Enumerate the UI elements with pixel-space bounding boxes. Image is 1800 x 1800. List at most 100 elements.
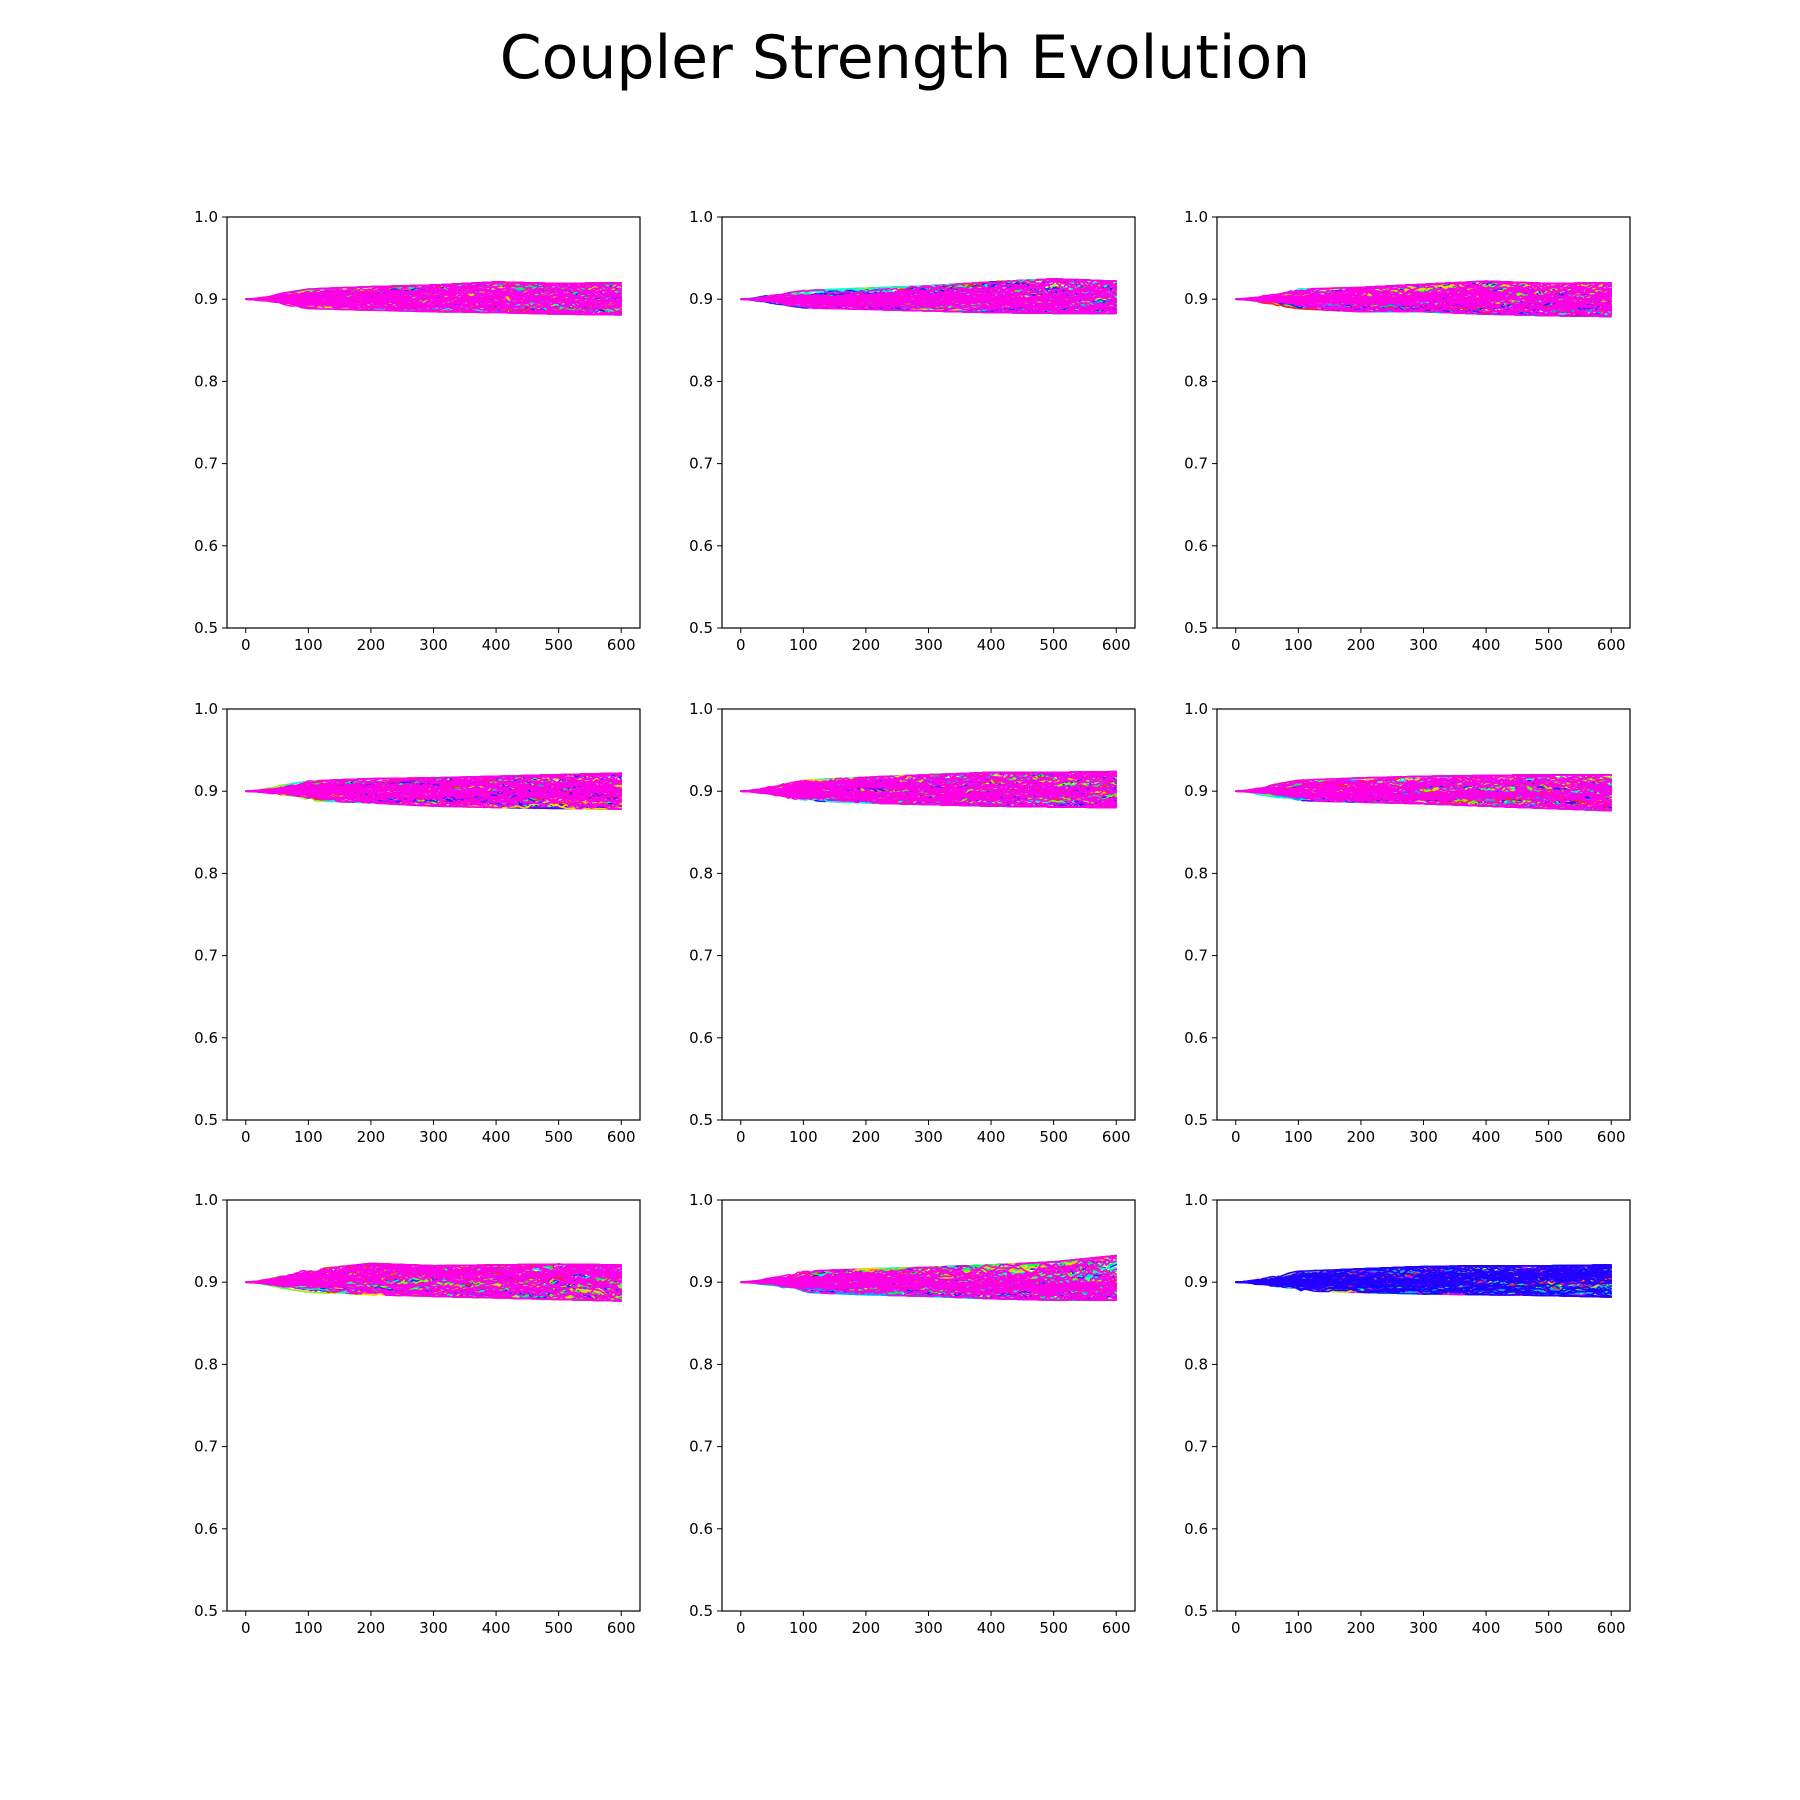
series-group: [739, 1254, 1117, 1301]
series-group: [245, 281, 623, 316]
y-tick-label: 0.8: [689, 1355, 713, 1373]
x-tick-label: 200: [852, 1619, 881, 1637]
y-tick-label: 0.7: [1184, 455, 1208, 473]
y-tick-label: 0.9: [194, 782, 218, 800]
series-group: [245, 772, 623, 811]
y-tick-label: 0.7: [194, 1438, 218, 1456]
x-tick-label: 600: [607, 1128, 636, 1146]
x-tick-label: 600: [607, 1619, 636, 1637]
series-line: [1235, 1264, 1612, 1284]
series-line: [245, 1281, 623, 1302]
series-line: [1235, 776, 1612, 793]
subplot-row1-col1: 0.5 0.6 0.7 0.8 0.9 1.0 0 100 200 300 400 500 600: [194, 208, 641, 654]
subplot-row3-col1: 0.5 0.6 0.7 0.8 0.9 1.0 0 100 200 300 400 500 600: [194, 1191, 641, 1637]
series-line: [739, 785, 1117, 805]
x-tick-label: 200: [1347, 1128, 1376, 1146]
y-tick-label: 0.6: [689, 1029, 713, 1047]
x-tick-label: 200: [357, 1619, 386, 1637]
x-tick-label: 600: [1597, 1128, 1626, 1146]
series-line: [739, 781, 1117, 804]
x-tick-label: 600: [1102, 1128, 1131, 1146]
y-tick-label: 0.9: [1184, 290, 1208, 308]
series-line: [245, 297, 623, 315]
x-tick-label: 100: [294, 1619, 323, 1637]
series-line: [1235, 1277, 1612, 1294]
x-tick-label: 600: [1102, 636, 1131, 654]
x-tick-label: 500: [1534, 636, 1563, 654]
series-line: [245, 1263, 623, 1283]
x-tick-label: 400: [482, 1619, 511, 1637]
x-tick-label: 0: [241, 1128, 251, 1146]
y-tick-label: 0.9: [689, 290, 713, 308]
y-tick-label: 0.5: [689, 1602, 713, 1620]
x-tick-label: 300: [1409, 636, 1438, 654]
x-tick-label: 0: [1231, 636, 1241, 654]
x-tick-label: 600: [607, 636, 636, 654]
series-line: [739, 1270, 1117, 1301]
series-line: [245, 774, 623, 793]
x-tick-label: 100: [294, 1128, 323, 1146]
x-tick-label: 500: [544, 1128, 573, 1146]
y-tick-label: 0.8: [194, 1355, 218, 1373]
series-group: [1235, 1264, 1612, 1298]
series-group: [245, 1262, 623, 1302]
subplot-row3-col2: 0.5 0.6 0.7 0.8 0.9 1.0 0 100 200 300 400 500 600: [689, 1191, 1136, 1637]
y-tick-label: 1.0: [194, 700, 218, 718]
series-line: [739, 289, 1117, 308]
series-line: [1235, 774, 1612, 793]
series-line: [1235, 293, 1612, 310]
y-tick-label: 0.5: [1184, 619, 1208, 637]
y-tick-label: 1.0: [689, 208, 713, 226]
x-tick-label: 500: [544, 1619, 573, 1637]
y-tick-label: 1.0: [194, 1191, 218, 1209]
y-tick-label: 0.6: [194, 1520, 218, 1538]
subplot-row1-col3: 0.5 0.6 0.7 0.8 0.9 1.0 0 100 200 300 400 500 600: [1184, 208, 1631, 654]
figure-title: Coupler Strength Evolution: [500, 23, 1310, 93]
y-tick-label: 0.6: [1184, 1520, 1208, 1538]
x-tick-label: 400: [1472, 636, 1501, 654]
y-tick-label: 0.8: [194, 864, 218, 882]
x-tick-label: 600: [1102, 1619, 1131, 1637]
series-line: [1235, 773, 1612, 793]
x-tick-label: 0: [736, 636, 746, 654]
series-line: [739, 291, 1117, 312]
y-tick-label: 0.9: [1184, 1273, 1208, 1291]
series-line: [245, 1278, 623, 1299]
y-tick-label: 0.5: [1184, 1111, 1208, 1129]
series-line: [739, 773, 1117, 796]
series-line: [245, 284, 623, 302]
series-line: [245, 1264, 623, 1302]
x-tick-label: 300: [914, 1619, 943, 1637]
x-tick-label: 300: [419, 636, 448, 654]
x-tick-label: 600: [1597, 1619, 1626, 1637]
x-tick-label: 0: [736, 1128, 746, 1146]
y-tick-label: 0.7: [194, 455, 218, 473]
series-line: [739, 1272, 1117, 1295]
x-tick-label: 400: [482, 636, 511, 654]
x-tick-label: 400: [977, 1128, 1006, 1146]
series-line: [739, 1275, 1117, 1291]
y-tick-label: 0.7: [689, 455, 713, 473]
x-tick-label: 500: [544, 636, 573, 654]
series-line: [1235, 284, 1612, 301]
y-tick-label: 0.6: [194, 1029, 218, 1047]
x-tick-label: 300: [419, 1619, 448, 1637]
series-line: [1235, 294, 1612, 317]
series-line: [245, 281, 623, 301]
y-tick-label: 0.7: [194, 947, 218, 965]
y-tick-label: 1.0: [1184, 1191, 1208, 1209]
series-line: [245, 772, 623, 793]
x-tick-label: 500: [1534, 1619, 1563, 1637]
y-tick-label: 0.5: [194, 1602, 218, 1620]
y-tick-label: 0.6: [1184, 537, 1208, 555]
x-tick-label: 200: [357, 636, 386, 654]
y-tick-label: 0.8: [689, 372, 713, 390]
series-line: [1235, 789, 1612, 812]
y-tick-label: 0.6: [689, 537, 713, 555]
series-group: [739, 770, 1117, 809]
y-tick-label: 0.5: [194, 619, 218, 637]
x-tick-label: 400: [1472, 1128, 1501, 1146]
x-tick-label: 300: [914, 1128, 943, 1146]
y-tick-label: 0.7: [689, 1438, 713, 1456]
